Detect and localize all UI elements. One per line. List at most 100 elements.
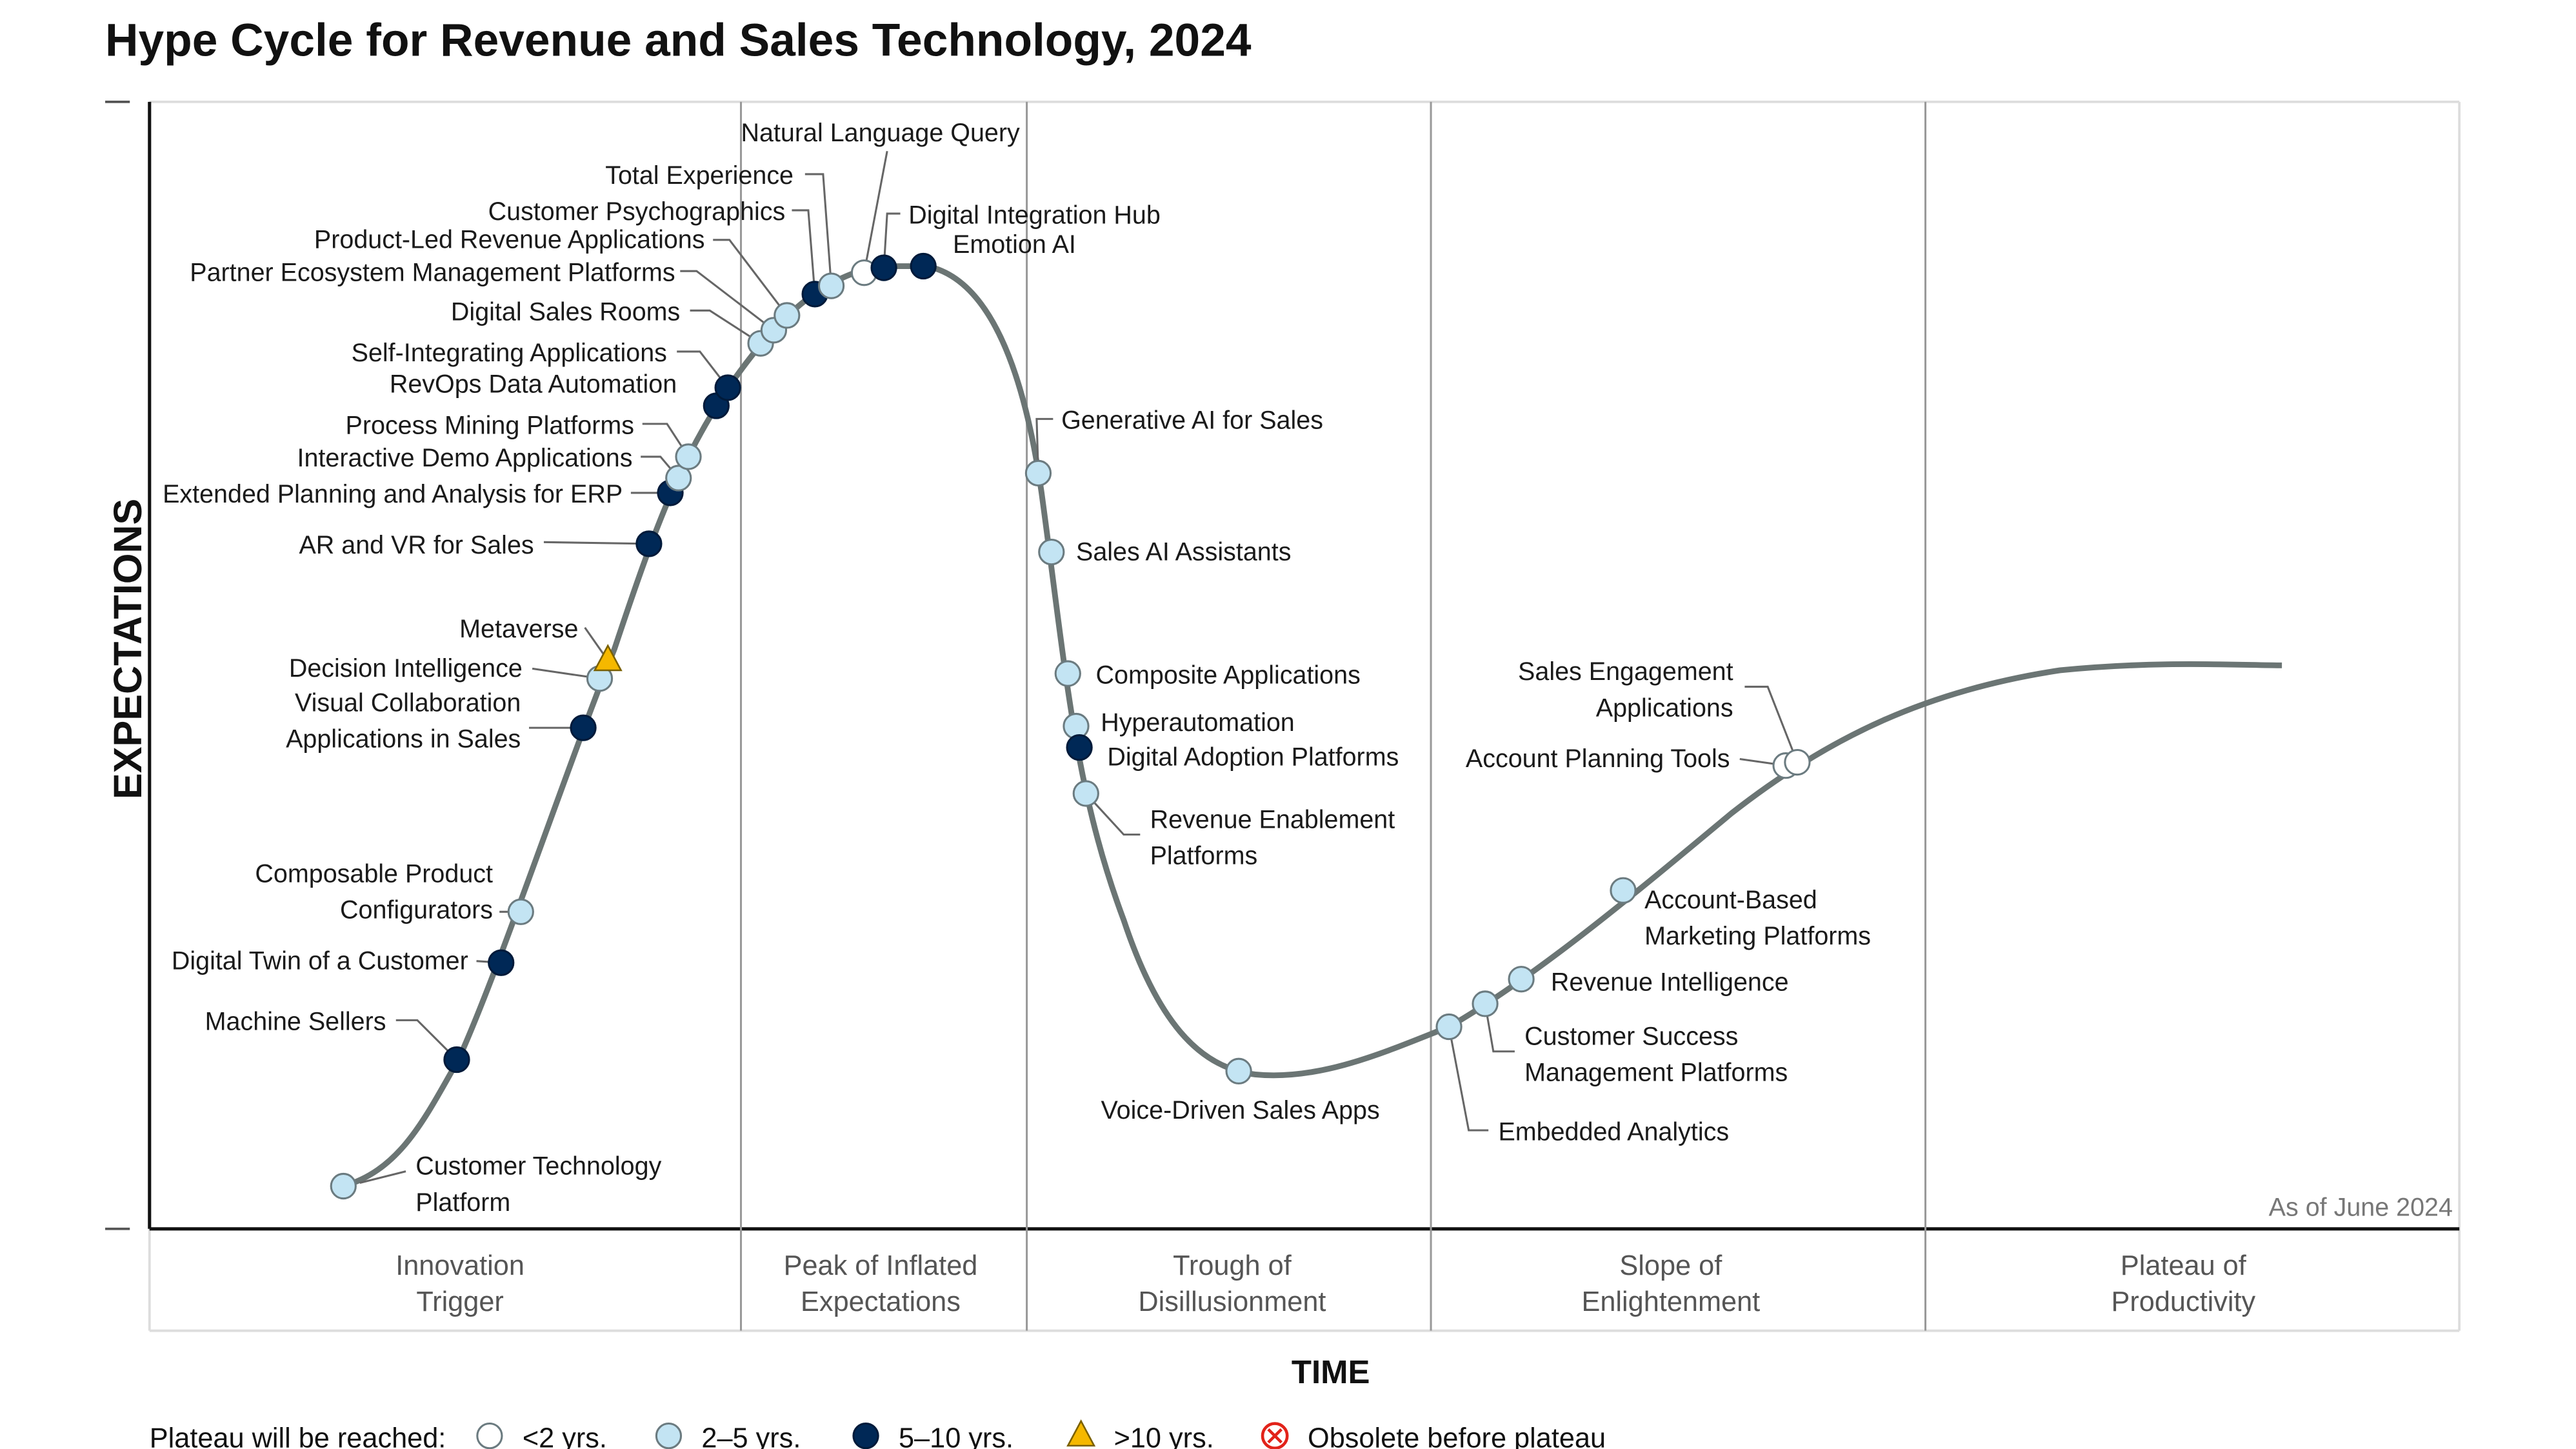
legend-title: Plateau will be reached:	[150, 1423, 446, 1449]
technology-marker-icon	[1024, 459, 1052, 487]
technology-marker-icon	[1054, 660, 1081, 687]
phase-labels: Innovation Trigger Peak of Inflated Expecta…	[395, 1250, 2255, 1317]
technology-label: Marketing Platforms	[1644, 922, 1871, 950]
hype-curve	[343, 263, 2282, 1189]
technology-marker-icon	[665, 465, 692, 492]
leader-line	[1085, 792, 1141, 836]
leader-line	[883, 212, 901, 268]
leader-line	[863, 150, 888, 274]
phase-label: Trough of	[1173, 1250, 1292, 1281]
legend-label: >10 yrs.	[1114, 1423, 1214, 1449]
technology-label: Customer Technology	[415, 1152, 661, 1181]
y-axis-label: EXPECTATIONS	[106, 499, 150, 799]
leader-line	[690, 309, 761, 345]
technology-marker-icon	[1508, 966, 1535, 993]
technology-marker-icon	[635, 530, 663, 557]
technology-label: Process Mining Platforms	[346, 411, 634, 439]
phase-label: Productivity	[2111, 1286, 2255, 1317]
phase-label: Disillusionment	[1138, 1286, 1326, 1317]
technology-label: Voice-Driven Sales Apps	[1101, 1096, 1380, 1124]
technology-label: AR and VR for Sales	[299, 531, 534, 559]
technology-label: Digital Sales Rooms	[451, 298, 680, 326]
phase-label: Plateau of	[2121, 1250, 2247, 1281]
technology-labels: Customer Technology Platform Machine Selle…	[163, 119, 1871, 1217]
technology-label: Configurators	[340, 895, 493, 924]
technology-label: Revenue Enablement	[1150, 805, 1395, 834]
technology-label: Customer Psychographics	[488, 197, 786, 226]
technology-marker-icon	[870, 254, 897, 281]
phase-label: Innovation	[395, 1250, 524, 1281]
technology-marker-icon	[1072, 780, 1099, 807]
legend-label: <2 yrs.	[523, 1423, 607, 1449]
technology-label: Metaverse	[459, 615, 578, 643]
technology-marker-icon	[714, 374, 741, 401]
leader-line	[713, 239, 788, 316]
technology-label: Total Experience	[605, 161, 794, 190]
x-axis-label: TIME	[1292, 1354, 1370, 1390]
technology-label: Applications in Sales	[286, 725, 521, 754]
leader-line	[395, 1019, 458, 1061]
technology-label: Composable Product	[255, 859, 493, 888]
technology-label: Customer Success	[1524, 1023, 1738, 1051]
legend: Plateau will be reached: <2 yrs. 2–5 yrs.…	[150, 1419, 1606, 1449]
technology-label: Management Platforms	[1524, 1059, 1788, 1087]
technology-label: Partner Ecosystem Management Platforms	[190, 258, 675, 286]
technology-label: Digital Twin of a Customer	[172, 946, 468, 975]
technology-markers	[330, 252, 1811, 1200]
technology-marker-icon	[1472, 990, 1499, 1017]
technology-label: Emotion AI	[953, 230, 1076, 259]
technology-marker-icon	[774, 302, 801, 329]
technology-marker-icon	[1435, 1013, 1463, 1041]
legend-gt10-icon	[1066, 1419, 1096, 1447]
technology-label: Account-Based	[1644, 886, 1817, 914]
technology-marker-icon	[593, 644, 623, 672]
technology-label: Interactive Demo Applications	[297, 444, 633, 472]
phase-label: Peak of Inflated	[784, 1250, 978, 1281]
technology-marker-icon	[443, 1046, 470, 1074]
technology-marker-icon	[488, 949, 515, 976]
technology-label: Embedded Analytics	[1498, 1117, 1729, 1146]
chart-title: Hype Cycle for Revenue and Sales Technol…	[105, 15, 1252, 66]
technology-label: Visual Collaboration	[295, 689, 521, 717]
technology-label: Digital Integration Hub	[908, 201, 1161, 229]
legend-lt2-icon	[476, 1423, 503, 1449]
technology-label: Decision Intelligence	[289, 654, 523, 683]
legend-2to5-icon	[655, 1423, 683, 1449]
technology-label: Composite Applications	[1096, 661, 1361, 689]
technology-marker-icon	[675, 443, 702, 470]
technology-label: Machine Sellers	[205, 1008, 386, 1036]
as-of-date: As of June 2024	[2269, 1193, 2453, 1221]
leader-line	[359, 1170, 406, 1184]
technology-marker-icon	[1610, 877, 1637, 904]
legend-5to10-icon	[852, 1423, 879, 1449]
technology-marker-icon	[330, 1172, 357, 1200]
technology-marker-icon	[1784, 748, 1811, 776]
leader-line	[1744, 685, 1799, 763]
legend-label: Obsolete before plateau	[1308, 1423, 1606, 1449]
technology-label: Platform	[415, 1188, 510, 1217]
technology-label: Generative AI for Sales	[1061, 406, 1323, 435]
technology-label: Account Planning Tools	[1466, 744, 1730, 773]
leader-line	[792, 209, 816, 294]
technology-marker-icon	[1038, 538, 1065, 566]
technology-label: Sales AI Assistants	[1076, 537, 1291, 566]
legend-label: 2–5 yrs.	[701, 1423, 801, 1449]
leader-line	[543, 541, 649, 545]
technology-marker-icon	[817, 272, 845, 299]
technology-label: Hyperautomation	[1101, 708, 1295, 737]
legend-label: 5–10 yrs.	[899, 1423, 1013, 1449]
leader-line	[1484, 1003, 1515, 1053]
technology-label: RevOps Data Automation	[390, 370, 677, 399]
plot-frame	[105, 100, 2461, 1332]
leader-line	[680, 270, 775, 332]
technology-label: Self-Integrating Applications	[352, 339, 667, 367]
technology-label: Product-Led Revenue Applications	[314, 226, 705, 254]
leader-line	[1448, 1026, 1489, 1132]
technology-marker-icon	[570, 714, 597, 741]
phase-label: Enlightenment	[1581, 1286, 1760, 1317]
technology-label: Revenue Intelligence	[1551, 968, 1789, 997]
phase-label: Expectations	[801, 1286, 961, 1317]
technology-label: Digital Adoption Platforms	[1107, 743, 1399, 772]
legend-obsolete-icon	[1261, 1422, 1289, 1449]
technology-label: Platforms	[1150, 841, 1258, 870]
